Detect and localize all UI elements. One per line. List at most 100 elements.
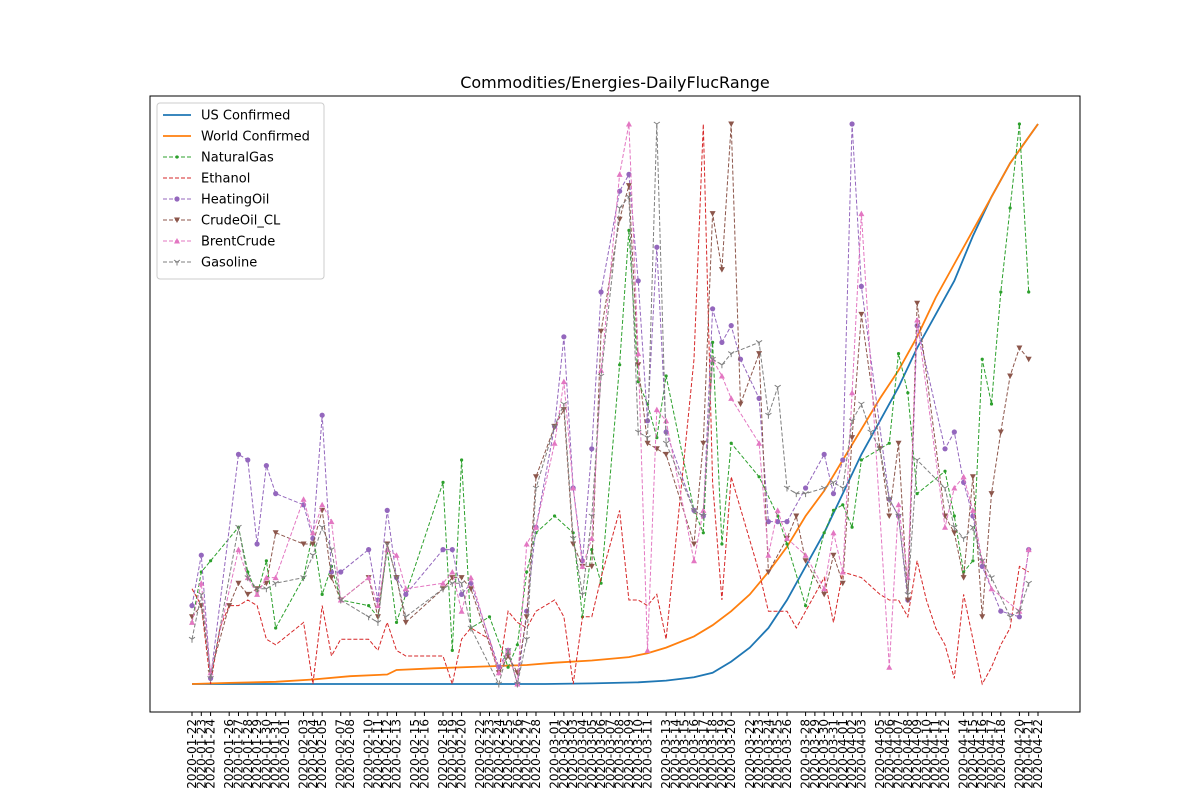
x-tick-label: 2020-01-29 — [250, 719, 264, 789]
x-tick-label: 2020-01-26 — [222, 719, 236, 789]
brentcrude-point — [858, 210, 865, 217]
crudeoil-cl-point — [979, 614, 986, 620]
gasoline-point — [365, 614, 372, 621]
naturalgas-point — [394, 620, 399, 625]
naturalgas-point — [841, 503, 845, 507]
naturalgas-point — [460, 458, 464, 462]
crudeoil-cl-point — [226, 603, 233, 609]
crudeoil-cl-point — [793, 513, 800, 519]
crudeoil-cl-point — [1025, 356, 1032, 363]
heatingoil-point — [775, 519, 781, 525]
x-tick-label: 2020-03-28 — [799, 719, 813, 789]
heatingoil-point — [849, 121, 855, 127]
x-tick-label: 2020-03-04 — [575, 719, 589, 789]
brentcrude-point — [700, 507, 707, 513]
brentcrude-point — [988, 585, 995, 592]
crudeoil-cl-point — [402, 619, 409, 626]
brentcrude-point — [1025, 546, 1032, 553]
brentcrude-point — [254, 591, 261, 597]
legend-label: Gasoline — [201, 256, 257, 271]
x-tick-label: 2020-04-12 — [938, 719, 952, 789]
legend-label: US Confirmed — [201, 109, 290, 124]
x-tick-label: 2020-03-20 — [724, 719, 738, 789]
x-tick-label: 2020-02-28 — [529, 719, 543, 789]
gasoline-point — [532, 485, 540, 492]
x-tick-label: 2020-03-07 — [603, 719, 617, 789]
crudeoil-cl-point — [458, 575, 465, 581]
heatingoil-point — [440, 547, 446, 553]
heatingoil-point — [830, 491, 837, 497]
gasoline-point — [960, 535, 967, 542]
gasoline-point — [1016, 608, 1023, 615]
x-tick-label: 2020-03-10 — [631, 719, 645, 789]
x-tick-label: 2020-01-30 — [259, 719, 273, 789]
crudeoil-cl-point — [328, 575, 335, 581]
x-tick-label: 2020-04-18 — [994, 719, 1008, 789]
naturalgas-point — [971, 559, 975, 563]
naturalgas-point — [320, 592, 324, 597]
crudeoil-cl-point — [588, 563, 595, 570]
brentcrude-point — [765, 552, 772, 558]
us-confirmed-line — [192, 123, 1039, 685]
world-confirmed-line — [191, 123, 1039, 685]
brentcrude-point — [309, 529, 316, 536]
brentcrude-point — [969, 507, 976, 513]
brentcrude-point — [532, 524, 539, 530]
x-tick-label: 2020-02-04 — [306, 719, 320, 789]
x-tick-label: 2020-04-14 — [957, 719, 971, 789]
gasoline-point — [569, 535, 577, 542]
gasoline-point — [830, 479, 837, 486]
naturalgas-point — [989, 402, 994, 406]
gasoline-point — [634, 429, 642, 436]
x-tick-label: 2020-04-15 — [966, 719, 980, 789]
plot-frame — [149, 95, 1081, 713]
heatingoil-point — [728, 323, 734, 329]
legend-item-heatingoil: HeatingOil — [163, 193, 269, 208]
gasoline-point — [309, 552, 317, 559]
x-tick-label: 2020-03-25 — [771, 719, 785, 789]
gasoline-point — [867, 429, 874, 436]
heatingoil-point — [198, 552, 204, 558]
gasoline-point — [318, 524, 326, 531]
gasoline-point — [523, 636, 530, 643]
naturalgas-point — [785, 542, 789, 546]
crudeoil-cl-point — [514, 670, 521, 676]
gasoline-point — [449, 580, 456, 587]
naturalgas-point — [1008, 206, 1012, 210]
x-tick-label: 2020-04-21 — [1022, 719, 1036, 789]
gasoline-point — [913, 457, 921, 464]
gasoline-point — [504, 647, 512, 654]
gasoline-point — [858, 401, 865, 408]
crudeoil-cl-point — [263, 580, 270, 587]
naturalgas-point — [525, 570, 529, 574]
brentcrude-point — [300, 496, 307, 502]
naturalgas-point — [850, 525, 854, 529]
x-tick-label: 2020-01-28 — [241, 719, 255, 789]
heatingoil-point — [598, 289, 604, 295]
x-tick-label: 2020-03-02 — [557, 719, 571, 789]
naturalgas-point — [887, 441, 891, 445]
gasoline-point — [374, 619, 382, 626]
gasoline-point — [895, 513, 902, 520]
x-tick-label: 2020-01-27 — [231, 719, 245, 789]
naturalgas-point — [208, 559, 213, 563]
naturalgas-point — [274, 626, 278, 630]
naturalgas-point — [720, 542, 724, 546]
x-tick-label: 2020-03-14 — [668, 719, 682, 789]
naturalgas-point — [701, 531, 705, 535]
x-tick-label: 2020-03-17 — [696, 719, 710, 789]
heatingoil-point — [589, 446, 595, 452]
brentcrude-point — [942, 524, 949, 530]
crudeoil-cl-point — [244, 591, 251, 598]
brentcrude-point — [588, 535, 595, 541]
crudeoil-cl-point — [635, 362, 642, 368]
crudeoil-cl-point — [802, 558, 809, 564]
gasoline-point — [765, 412, 772, 419]
naturalgas-point — [664, 374, 668, 378]
gasoline-point — [969, 524, 977, 531]
legend-item-gasoline: Gasoline — [163, 256, 257, 271]
gasoline-point — [885, 496, 893, 503]
crudeoil-cl-point — [839, 580, 846, 587]
brentcrude-point — [960, 473, 967, 480]
x-tick-label: 2020-02-03 — [297, 719, 311, 789]
